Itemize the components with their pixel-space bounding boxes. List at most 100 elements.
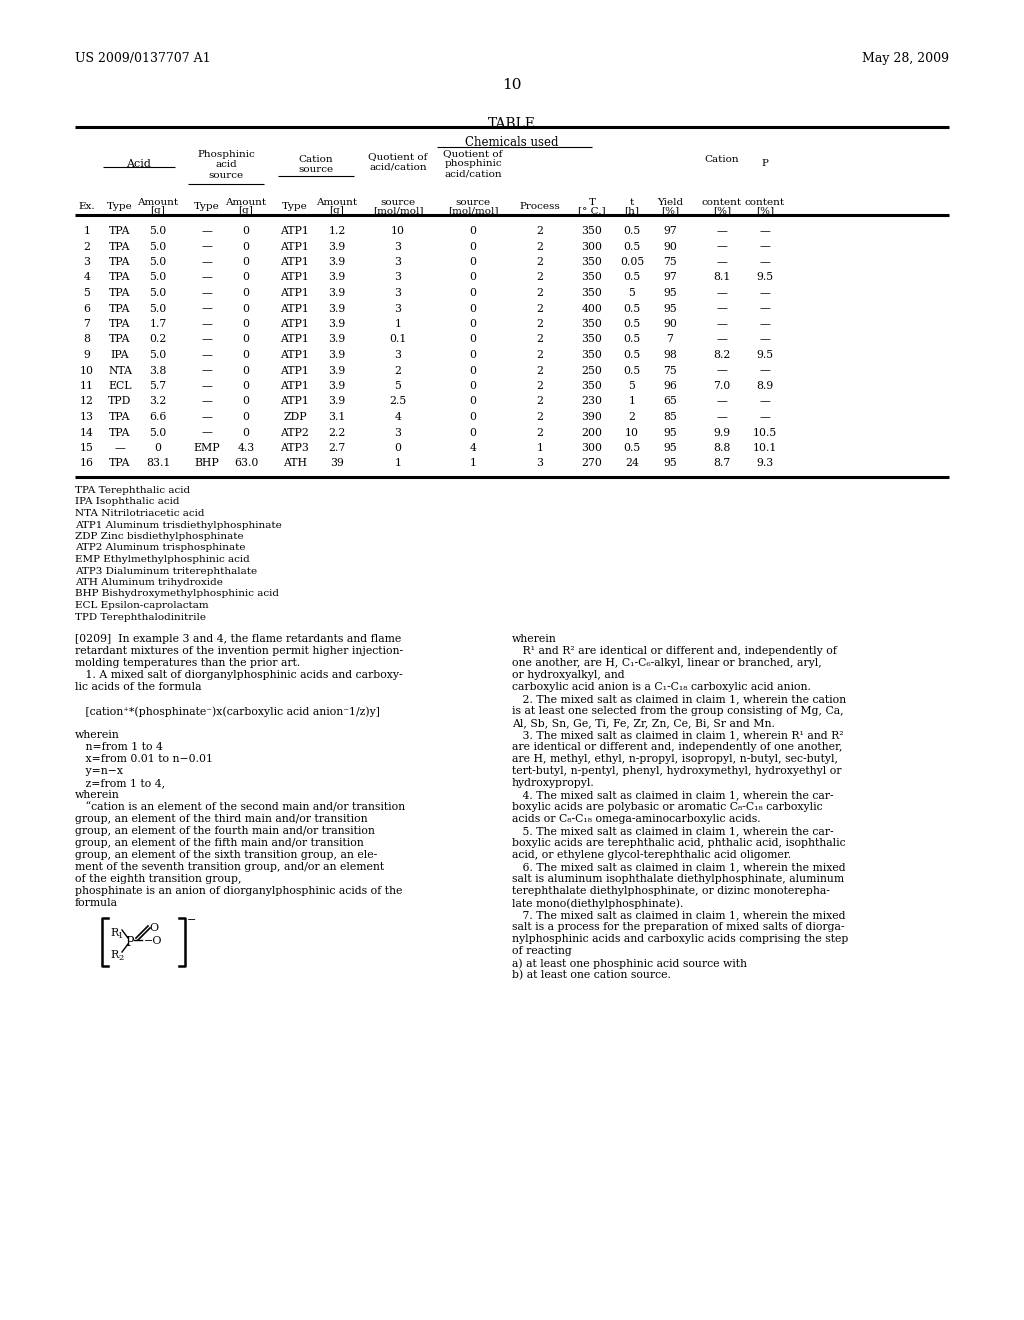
Text: —: —: [760, 226, 770, 236]
Text: 3.8: 3.8: [150, 366, 167, 375]
Text: 3.1: 3.1: [329, 412, 346, 422]
Text: 0: 0: [469, 242, 476, 252]
Text: 300: 300: [582, 242, 602, 252]
Text: boxylic acids are terephthalic acid, phthalic acid, isophthalic: boxylic acids are terephthalic acid, pht…: [512, 838, 846, 847]
Text: 1: 1: [84, 226, 90, 236]
Text: 350: 350: [582, 381, 602, 391]
Text: 2: 2: [537, 304, 544, 314]
Text: —: —: [717, 412, 727, 422]
Text: 3: 3: [537, 458, 544, 469]
Text: IPA Isophthalic acid: IPA Isophthalic acid: [75, 498, 179, 507]
Text: 350: 350: [582, 319, 602, 329]
Text: z=from 1 to 4,: z=from 1 to 4,: [75, 777, 165, 788]
Text: —: —: [202, 412, 212, 422]
Text: IPA: IPA: [111, 350, 129, 360]
Text: 2: 2: [537, 288, 544, 298]
Text: 1. A mixed salt of diorganylphosphinic acids and carboxy-: 1. A mixed salt of diorganylphosphinic a…: [75, 671, 402, 680]
Text: Al, Sb, Sn, Ge, Ti, Fe, Zr, Zn, Ce, Bi, Sr and Mn.: Al, Sb, Sn, Ge, Ti, Fe, Zr, Zn, Ce, Bi, …: [512, 718, 775, 729]
Text: acids or C₈-C₁₈ omega-aminocarboxylic acids.: acids or C₈-C₁₈ omega-aminocarboxylic ac…: [512, 814, 761, 824]
Text: 0: 0: [469, 396, 476, 407]
Text: 2: 2: [537, 272, 544, 282]
Text: ATP2 Aluminum trisphosphinate: ATP2 Aluminum trisphosphinate: [75, 544, 246, 553]
Text: —: —: [760, 396, 770, 407]
Text: TPA: TPA: [110, 257, 131, 267]
Text: 3.2: 3.2: [150, 396, 167, 407]
Text: are H, methyl, ethyl, n-propyl, isopropyl, n-butyl, sec-butyl,: are H, methyl, ethyl, n-propyl, isopropy…: [512, 754, 838, 764]
Text: 1: 1: [469, 458, 476, 469]
Text: [0209]  In example 3 and 4, the flame retardants and flame: [0209] In example 3 and 4, the flame ret…: [75, 634, 401, 644]
Text: —: —: [202, 242, 212, 252]
Text: 10: 10: [391, 226, 406, 236]
Text: [%]: [%]: [756, 206, 774, 215]
Text: 3. The mixed salt as claimed in claim 1, wherein R¹ and R²: 3. The mixed salt as claimed in claim 1,…: [512, 730, 844, 741]
Text: 10: 10: [502, 78, 522, 92]
Text: 2: 2: [537, 350, 544, 360]
Text: O: O: [150, 923, 158, 933]
Text: 3: 3: [394, 428, 401, 437]
Text: 5.7: 5.7: [150, 381, 167, 391]
Text: 8.2: 8.2: [714, 350, 731, 360]
Text: 0: 0: [243, 412, 250, 422]
Text: TPD Terephthalodinitrile: TPD Terephthalodinitrile: [75, 612, 206, 622]
Text: 0: 0: [469, 272, 476, 282]
Text: 5.0: 5.0: [150, 226, 167, 236]
Text: TPA: TPA: [110, 412, 131, 422]
Text: y=n−x: y=n−x: [75, 766, 123, 776]
Text: Type: Type: [108, 202, 133, 211]
Text: ATP1: ATP1: [281, 272, 309, 282]
Text: formula: formula: [75, 898, 118, 908]
Text: 12: 12: [80, 396, 94, 407]
Text: 4. The mixed salt as claimed in claim 1, wherein the car-: 4. The mixed salt as claimed in claim 1,…: [512, 789, 834, 800]
Text: 95: 95: [664, 288, 677, 298]
Text: 90: 90: [664, 319, 677, 329]
Text: wherein: wherein: [75, 730, 120, 741]
Text: 1.2: 1.2: [329, 226, 346, 236]
Text: R¹ and R² are identical or different and, independently of: R¹ and R² are identical or different and…: [512, 645, 837, 656]
Text: [%]: [%]: [713, 206, 731, 215]
Text: 7. The mixed salt as claimed in claim 1, wherein the mixed: 7. The mixed salt as claimed in claim 1,…: [512, 909, 846, 920]
Text: 9.9: 9.9: [714, 428, 730, 437]
Text: 0.5: 0.5: [624, 304, 641, 314]
Text: ATP2: ATP2: [281, 428, 309, 437]
Text: ATP1: ATP1: [281, 350, 309, 360]
Text: TABLE: TABLE: [488, 117, 536, 131]
Text: 2: 2: [537, 242, 544, 252]
Text: Quotient of
phosphinic
acid/cation: Quotient of phosphinic acid/cation: [443, 149, 503, 178]
Text: 95: 95: [664, 444, 677, 453]
Text: Type: Type: [195, 202, 220, 211]
Text: 0.5: 0.5: [624, 366, 641, 375]
Text: 39: 39: [330, 458, 344, 469]
Text: TPA Terephthalic acid: TPA Terephthalic acid: [75, 486, 190, 495]
Text: [cation⁺*(phosphinate⁻)x(carboxylic acid anion⁻1/z)y]: [cation⁺*(phosphinate⁻)x(carboxylic acid…: [75, 706, 380, 717]
Text: acid, or ethylene glycol-terephthalic acid oligomer.: acid, or ethylene glycol-terephthalic ac…: [512, 850, 792, 861]
Text: 83.1: 83.1: [145, 458, 170, 469]
Text: 0: 0: [243, 226, 250, 236]
Text: 3.9: 3.9: [329, 396, 346, 407]
Text: ATP1: ATP1: [281, 381, 309, 391]
Text: content: content: [701, 198, 742, 207]
Text: 0: 0: [243, 304, 250, 314]
Text: Yield: Yield: [657, 198, 683, 207]
Text: P: P: [762, 158, 768, 168]
Text: is at least one selected from the group consisting of Mg, Ca,: is at least one selected from the group …: [512, 706, 844, 715]
Text: 0: 0: [469, 319, 476, 329]
Text: 15: 15: [80, 444, 94, 453]
Text: 0: 0: [243, 381, 250, 391]
Text: —: —: [202, 428, 212, 437]
Text: lic acids of the formula: lic acids of the formula: [75, 682, 202, 692]
Text: —: —: [717, 288, 727, 298]
Text: 10: 10: [625, 428, 639, 437]
Text: ATP1: ATP1: [281, 366, 309, 375]
Text: 13: 13: [80, 412, 94, 422]
Text: 0: 0: [243, 396, 250, 407]
Text: 0: 0: [243, 334, 250, 345]
Text: 3: 3: [394, 350, 401, 360]
Text: ECL Epsilon-caprolactam: ECL Epsilon-caprolactam: [75, 601, 209, 610]
Text: 0: 0: [469, 381, 476, 391]
Text: ATP1: ATP1: [281, 319, 309, 329]
Text: 0: 0: [155, 444, 162, 453]
Text: carboxylic acid anion is a C₁-C₁₈ carboxylic acid anion.: carboxylic acid anion is a C₁-C₁₈ carbox…: [512, 682, 811, 692]
Text: BHP: BHP: [195, 458, 219, 469]
Text: —: —: [115, 444, 125, 453]
Text: source: source: [456, 198, 490, 207]
